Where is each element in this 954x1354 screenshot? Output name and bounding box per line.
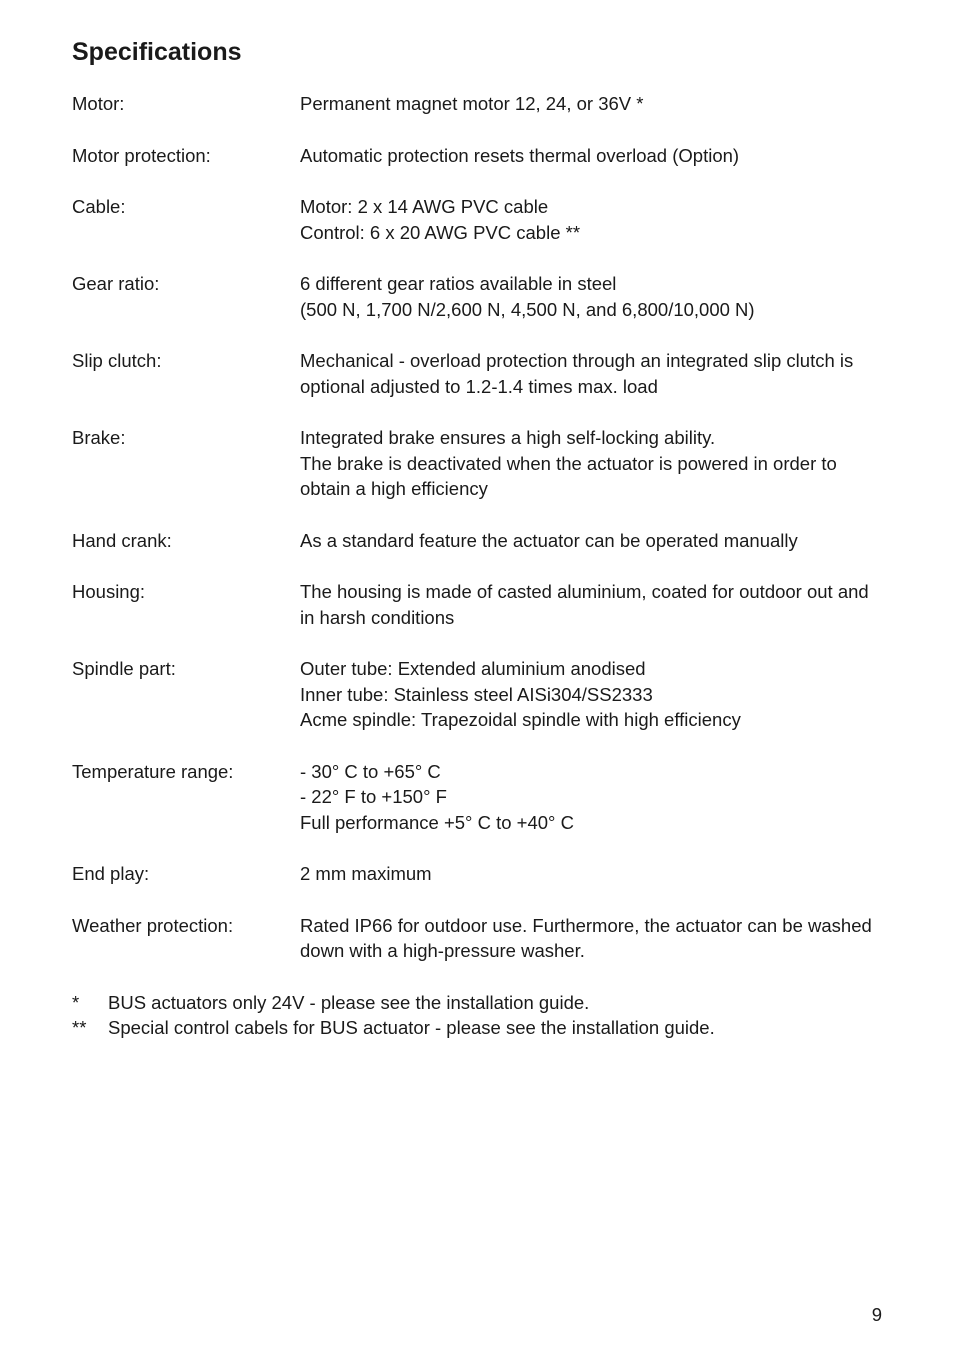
spec-value: The housing is made of casted aluminium,… xyxy=(300,579,882,630)
spec-value: Integrated brake ensures a high self-loc… xyxy=(300,425,882,502)
footnote: **Special control cabels for BUS actuato… xyxy=(72,1015,882,1041)
spec-label: Slip clutch: xyxy=(72,348,300,399)
spec-row: Hand crank:As a standard feature the act… xyxy=(72,528,882,554)
spec-label: Hand crank: xyxy=(72,528,300,554)
footnote-marker: * xyxy=(72,990,108,1016)
spec-row: Brake:Integrated brake ensures a high se… xyxy=(72,425,882,502)
spec-label: Cable: xyxy=(72,194,300,245)
spec-row: Housing:The housing is made of casted al… xyxy=(72,579,882,630)
spec-value: Outer tube: Extended aluminium anodisedI… xyxy=(300,656,882,733)
spec-row: Motor protection:Automatic protection re… xyxy=(72,143,882,169)
page-title: Specifications xyxy=(72,38,882,67)
footnote-marker: ** xyxy=(72,1015,108,1041)
spec-value: - 30° C to +65° C- 22° F to +150° FFull … xyxy=(300,759,882,836)
spec-row: Spindle part:Outer tube: Extended alumin… xyxy=(72,656,882,733)
spec-row: Motor:Permanent magnet motor 12, 24, or … xyxy=(72,91,882,117)
spec-label: Motor: xyxy=(72,91,300,117)
spec-row: Cable:Motor: 2 x 14 AWG PVC cableControl… xyxy=(72,194,882,245)
footnotes: *BUS actuators only 24V - please see the… xyxy=(72,990,882,1041)
spec-value: Motor: 2 x 14 AWG PVC cableControl: 6 x … xyxy=(300,194,882,245)
spec-label: Housing: xyxy=(72,579,300,630)
spec-list: Motor:Permanent magnet motor 12, 24, or … xyxy=(72,91,882,964)
spec-row: Weather protection:Rated IP66 for outdoo… xyxy=(72,913,882,964)
spec-value: Mechanical - overload protection through… xyxy=(300,348,882,399)
spec-label: Spindle part: xyxy=(72,656,300,733)
spec-row: End play:2 mm maximum xyxy=(72,861,882,887)
spec-label: Motor protection: xyxy=(72,143,300,169)
spec-label: Weather protection: xyxy=(72,913,300,964)
footnote: *BUS actuators only 24V - please see the… xyxy=(72,990,882,1016)
spec-row: Temperature range:- 30° C to +65° C- 22°… xyxy=(72,759,882,836)
spec-value: Rated IP66 for outdoor use. Furthermore,… xyxy=(300,913,882,964)
spec-row: Slip clutch:Mechanical - overload protec… xyxy=(72,348,882,399)
spec-value: 6 different gear ratios available in ste… xyxy=(300,271,882,322)
spec-label: End play: xyxy=(72,861,300,887)
spec-value: As a standard feature the actuator can b… xyxy=(300,528,882,554)
spec-label: Temperature range: xyxy=(72,759,300,836)
page-number: 9 xyxy=(872,1304,882,1326)
spec-label: Gear ratio: xyxy=(72,271,300,322)
spec-value: Permanent magnet motor 12, 24, or 36V * xyxy=(300,91,882,117)
spec-label: Brake: xyxy=(72,425,300,502)
spec-row: Gear ratio:6 different gear ratios avail… xyxy=(72,271,882,322)
footnote-text: BUS actuators only 24V - please see the … xyxy=(108,990,589,1016)
spec-value: Automatic protection resets thermal over… xyxy=(300,143,882,169)
footnote-text: Special control cabels for BUS actuator … xyxy=(108,1015,715,1041)
spec-value: 2 mm maximum xyxy=(300,861,882,887)
